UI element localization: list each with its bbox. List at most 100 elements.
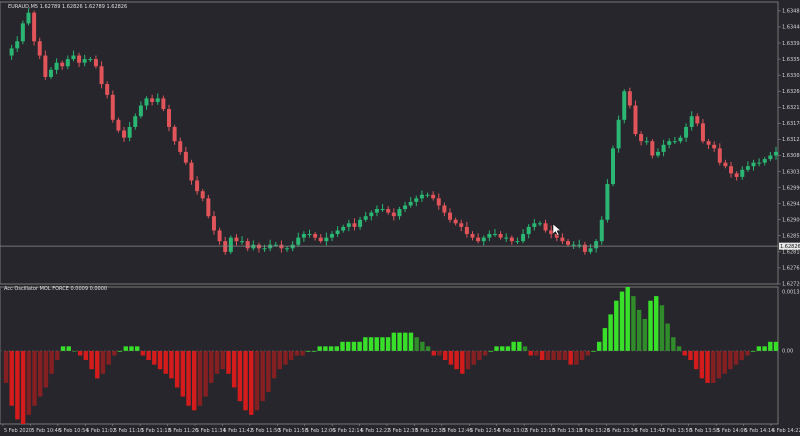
candle[interactable]	[195, 176, 200, 195]
candle[interactable]	[689, 111, 694, 131]
candle[interactable]	[453, 217, 458, 226]
candle[interactable]	[627, 87, 632, 109]
candle[interactable]	[71, 50, 76, 62]
candle[interactable]	[757, 158, 762, 167]
candle[interactable]	[37, 37, 42, 60]
candle[interactable]	[105, 81, 110, 99]
candle[interactable]	[464, 221, 469, 238]
candle[interactable]	[650, 139, 655, 159]
candle[interactable]	[717, 143, 722, 166]
candle[interactable]	[537, 221, 542, 227]
candle[interactable]	[386, 206, 391, 215]
candle[interactable]	[487, 230, 492, 242]
candle[interactable]	[268, 239, 273, 252]
candle[interactable]	[127, 121, 132, 142]
candle[interactable]	[740, 166, 745, 180]
candle[interactable]	[307, 229, 312, 238]
candle[interactable]	[492, 229, 497, 237]
candle[interactable]	[77, 52, 82, 67]
candle[interactable]	[706, 139, 711, 150]
candle[interactable]	[768, 151, 773, 162]
candle[interactable]	[526, 224, 531, 239]
candle[interactable]	[240, 236, 245, 245]
candle[interactable]	[611, 145, 616, 187]
candle[interactable]	[144, 96, 149, 110]
candle[interactable]	[166, 104, 171, 132]
candle[interactable]	[217, 227, 222, 245]
candle[interactable]	[369, 210, 374, 221]
candle[interactable]	[403, 201, 408, 212]
candle[interactable]	[116, 117, 121, 133]
candle[interactable]	[206, 194, 211, 219]
candle[interactable]	[20, 20, 25, 45]
candle[interactable]	[155, 93, 160, 105]
candle[interactable]	[183, 146, 188, 165]
candle[interactable]	[329, 231, 334, 242]
candle[interactable]	[26, 8, 31, 26]
candle[interactable]	[431, 191, 436, 201]
candle[interactable]	[571, 241, 576, 250]
candle[interactable]	[605, 179, 610, 223]
candle[interactable]	[509, 235, 514, 245]
candle[interactable]	[633, 100, 638, 137]
candle[interactable]	[700, 119, 705, 144]
candle[interactable]	[48, 66, 53, 80]
candle[interactable]	[200, 189, 205, 202]
candle[interactable]	[543, 219, 548, 233]
candle[interactable]	[335, 226, 340, 237]
candle[interactable]	[172, 124, 177, 145]
candle[interactable]	[32, 10, 37, 46]
candle[interactable]	[577, 239, 582, 249]
candle[interactable]	[9, 44, 14, 60]
candle[interactable]	[566, 239, 571, 247]
candle[interactable]	[211, 211, 216, 235]
candle[interactable]	[729, 161, 734, 178]
candle[interactable]	[655, 148, 660, 158]
candle[interactable]	[498, 231, 503, 240]
candle[interactable]	[419, 190, 424, 202]
candle[interactable]	[594, 239, 599, 253]
candle[interactable]	[644, 136, 649, 145]
candle[interactable]	[476, 233, 481, 244]
candle[interactable]	[122, 126, 127, 142]
candle[interactable]	[138, 101, 143, 119]
candle[interactable]	[358, 216, 363, 230]
candle[interactable]	[712, 141, 717, 152]
candle[interactable]	[521, 229, 526, 244]
candle[interactable]	[54, 58, 59, 75]
candle[interactable]	[189, 159, 194, 185]
candle[interactable]	[667, 138, 672, 149]
candle[interactable]	[639, 131, 644, 146]
candle[interactable]	[301, 231, 306, 242]
candle[interactable]	[285, 246, 290, 252]
candle[interactable]	[313, 231, 318, 241]
candle[interactable]	[549, 225, 554, 239]
candle[interactable]	[745, 161, 750, 172]
candle[interactable]	[352, 218, 357, 231]
candle[interactable]	[678, 135, 683, 144]
candle[interactable]	[279, 240, 284, 253]
candle[interactable]	[397, 206, 402, 220]
candle[interactable]	[442, 202, 447, 217]
candle[interactable]	[15, 36, 20, 52]
candle[interactable]	[245, 238, 250, 252]
candle[interactable]	[363, 211, 368, 222]
candle[interactable]	[751, 159, 756, 171]
candle[interactable]	[228, 235, 233, 255]
candle[interactable]	[178, 137, 183, 155]
candle[interactable]	[762, 156, 767, 166]
candle[interactable]	[43, 50, 48, 80]
candle[interactable]	[82, 54, 87, 67]
candle[interactable]	[459, 219, 464, 232]
candle[interactable]	[161, 95, 166, 112]
candle[interactable]	[88, 56, 93, 62]
candle[interactable]	[734, 171, 739, 181]
candle[interactable]	[346, 219, 351, 232]
candles[interactable]	[0, 8, 778, 255]
candle[interactable]	[661, 139, 666, 157]
candle[interactable]	[150, 94, 155, 106]
candle[interactable]	[262, 244, 267, 252]
candle[interactable]	[391, 208, 396, 221]
candle[interactable]	[234, 234, 239, 246]
